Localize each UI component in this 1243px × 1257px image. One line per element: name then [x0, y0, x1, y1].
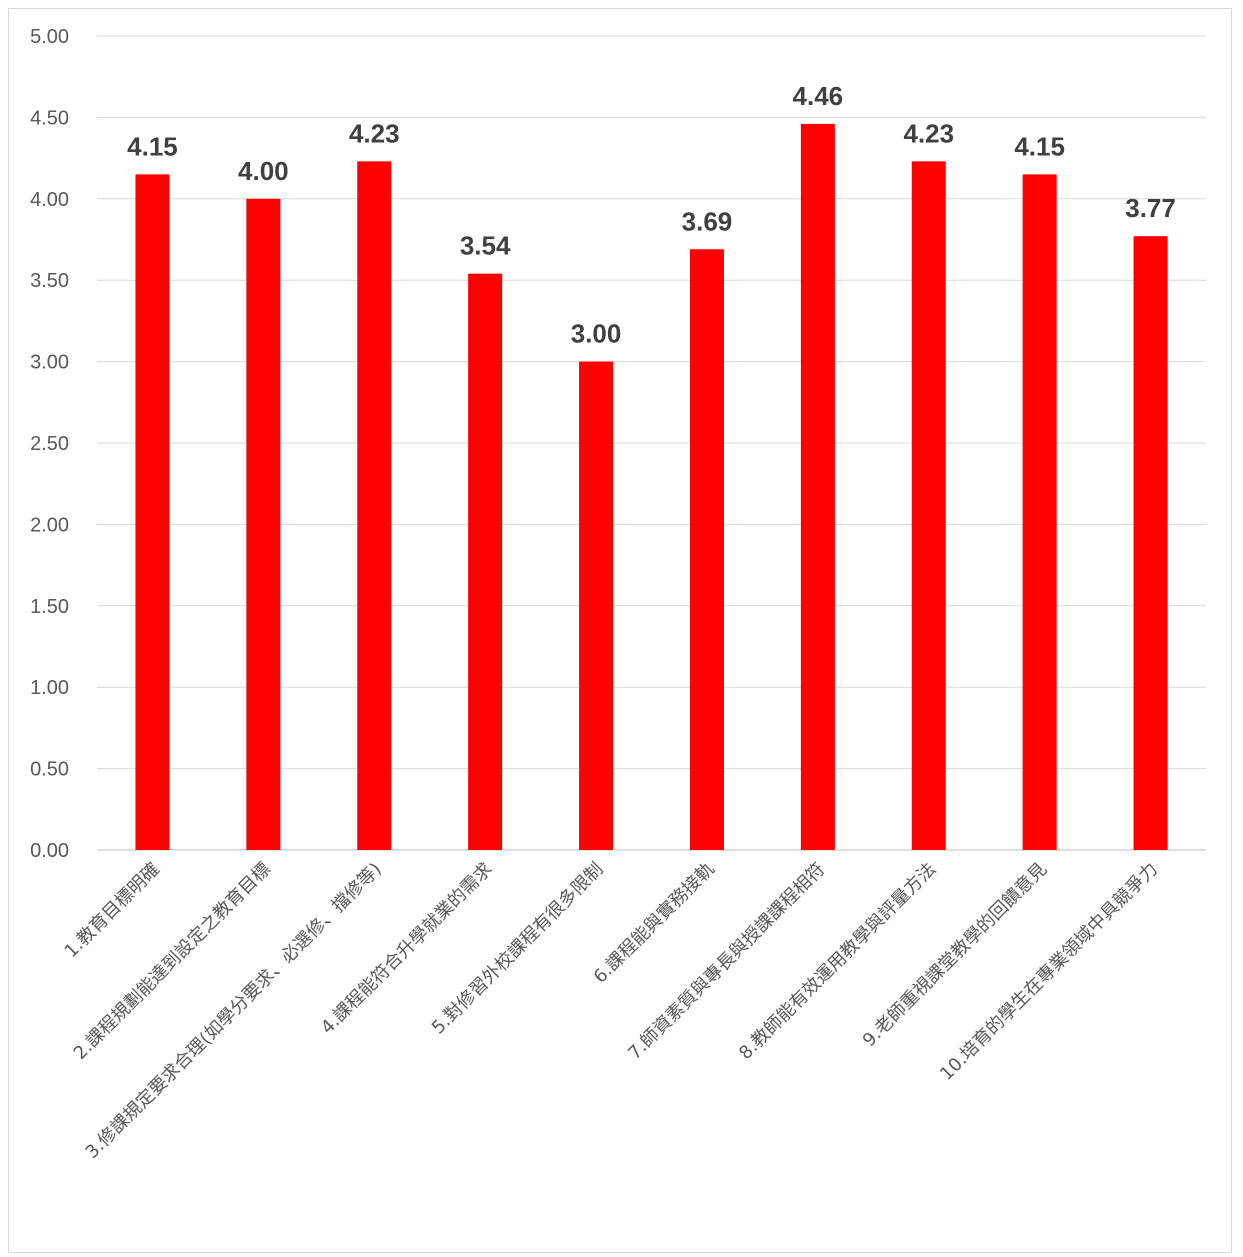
bar [579, 361, 614, 850]
x-tick-label: 8.教師能有效運用教學與評量方法 [735, 859, 940, 1064]
data-label: 4.15 [1014, 131, 1065, 161]
bar [911, 161, 946, 850]
data-label: 4.23 [903, 118, 954, 148]
y-tick-label: 2.50 [30, 433, 69, 455]
y-tick-label: 0.00 [30, 840, 69, 862]
x-tick-label: 6.課程能與實務接軌 [590, 859, 719, 988]
data-labels: 4.15 4.00 4.23 3.54 3.00 3.69 4.46 4.23 4.15 3.77 [127, 81, 1176, 349]
bar [1133, 236, 1168, 850]
x-tick-label: 2.課程規劃能達到設定之教育目標 [70, 859, 275, 1064]
bar [689, 249, 724, 850]
gridlines [97, 35, 1206, 851]
x-tick-label: 9.老師重視課堂教學的回饋意見 [859, 859, 1051, 1051]
data-label: 4.46 [793, 81, 844, 111]
bar [1022, 174, 1057, 850]
bar [357, 161, 392, 850]
y-tick-label: 0.50 [30, 759, 69, 781]
bar [246, 198, 281, 851]
y-axis-tick-labels: 0.00 0.50 1.00 1.50 2.00 2.50 3.00 3.50 4.00 4.50… [30, 26, 69, 862]
x-tick-label: 7.師資素質與專長與授課課程相符 [624, 859, 829, 1064]
bar [135, 174, 170, 850]
data-label: 3.77 [1125, 193, 1176, 223]
data-label: 3.69 [682, 206, 733, 236]
y-tick-label: 1.00 [30, 677, 69, 699]
data-label: 4.00 [238, 156, 289, 186]
y-tick-label: 3.00 [30, 352, 69, 374]
data-label: 4.23 [349, 118, 400, 148]
y-tick-label: 4.50 [30, 107, 69, 129]
y-tick-label: 3.50 [30, 270, 69, 292]
bar [468, 273, 503, 850]
bar [800, 123, 835, 851]
data-label: 3.54 [460, 231, 511, 261]
x-tick-label: 1.教育目標明確 [61, 859, 164, 962]
y-tick-label: 2.00 [30, 514, 69, 536]
data-label: 3.00 [571, 319, 622, 349]
y-tick-label: 5.00 [30, 26, 69, 48]
y-tick-label: 4.00 [30, 189, 69, 211]
x-tick-label: 10.培育的學生在專業領域中具競爭力 [936, 859, 1162, 1085]
bar-chart: 0.00 0.50 1.00 1.50 2.00 2.50 3.00 3.50 4.00 4.50… [30, 26, 1206, 1163]
data-label: 4.15 [127, 131, 178, 161]
y-tick-label: 1.50 [30, 596, 69, 618]
x-axis-tick-labels: 1.教育目標明確2.課程規劃能達到設定之教育目標3.修課規定要求合理(如學分要求… [61, 859, 1162, 1163]
chart-area: 0.00 0.50 1.00 1.50 2.00 2.50 3.00 3.50 4.00 4.50… [8, 8, 1232, 1253]
bars [135, 123, 1168, 851]
